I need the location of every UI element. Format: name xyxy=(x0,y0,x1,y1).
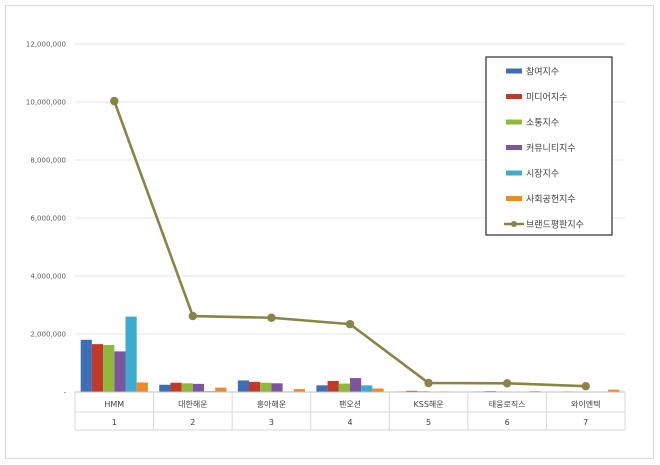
legend-swatch xyxy=(506,68,522,74)
y-tick-label: - xyxy=(63,389,66,397)
x-category-label: 와이엔텍 xyxy=(571,399,600,409)
bar xyxy=(316,385,328,392)
bar xyxy=(293,389,306,392)
bar xyxy=(103,345,115,392)
x-category-label: 태웅로직스 xyxy=(489,399,526,409)
line-series xyxy=(110,96,590,391)
legend-swatch xyxy=(506,196,522,201)
bar xyxy=(215,387,227,392)
y-axis-ticks: - 2,000,000 4,000,000 6,000,000 8,000,000 10,… xyxy=(26,41,67,397)
y-tick-label: 8,000,000 xyxy=(30,157,66,165)
bar xyxy=(271,383,283,392)
line-point xyxy=(345,319,355,329)
legend-swatch xyxy=(506,170,522,176)
bar xyxy=(91,344,104,392)
y-tick-label: 12,000,000 xyxy=(26,41,66,49)
legend-label: 미디어지수 xyxy=(526,92,567,103)
x-category-index: 6 xyxy=(505,418,510,427)
y-tick-label: 10,000,000 xyxy=(26,99,66,107)
gridlines xyxy=(75,43,625,335)
bar xyxy=(406,390,418,392)
x-category-index: 3 xyxy=(269,418,274,427)
legend-label: 브랜드평판지수 xyxy=(526,220,584,231)
bar xyxy=(80,339,92,392)
y-tick-label: 6,000,000 xyxy=(30,215,66,223)
bar xyxy=(159,384,171,392)
legend-label: 참여지수 xyxy=(526,66,559,78)
legend-swatch xyxy=(506,145,522,150)
bar xyxy=(350,378,362,392)
legend-swatch xyxy=(506,94,522,99)
x-category-index: 4 xyxy=(347,418,352,427)
bar xyxy=(361,385,373,392)
legend-swatch-marker xyxy=(511,221,517,227)
legend-label: 시장지수 xyxy=(526,169,559,180)
line-point xyxy=(502,379,512,388)
x-category-index: 7 xyxy=(583,418,588,427)
line-point xyxy=(581,382,590,391)
line-point xyxy=(424,378,433,388)
legend-label: 소통지수 xyxy=(526,118,559,129)
line-point xyxy=(267,313,276,322)
x-category-index: 2 xyxy=(190,418,195,427)
bar xyxy=(170,382,182,392)
bar xyxy=(327,380,339,392)
bar xyxy=(192,383,205,392)
x-category-index: 5 xyxy=(426,418,431,427)
x-axis: HMM 1 대한해운 2 흥아해운 3 팬오션 4 KSS해운 5 태웅로직스 6 와이엔텍 7 xyxy=(74,391,626,431)
legend-label: 커뮤니티지수 xyxy=(526,143,576,154)
bar xyxy=(181,383,193,392)
bar xyxy=(249,381,261,392)
x-category-label: 대한해운 xyxy=(178,399,207,409)
bar xyxy=(608,389,620,392)
line-point xyxy=(110,96,119,106)
legend-label: 사회공헌지수 xyxy=(526,194,576,205)
x-category-label: 흥아해운 xyxy=(257,399,286,409)
bar xyxy=(136,382,148,392)
x-category-label: 팬오션 xyxy=(339,399,361,409)
legend-swatch xyxy=(506,119,522,125)
x-category-label: HMM xyxy=(104,400,124,409)
bar xyxy=(114,351,126,392)
y-tick-label: 4,000,000 xyxy=(30,273,66,281)
bar xyxy=(372,388,384,392)
bar xyxy=(125,316,137,392)
bar xyxy=(237,380,250,392)
line-point xyxy=(188,311,198,321)
bar xyxy=(260,382,272,392)
x-category-label: KSS해운 xyxy=(414,399,444,409)
bar xyxy=(338,383,350,392)
x-category-index: 1 xyxy=(112,418,117,427)
y-tick-label: 2,000,000 xyxy=(30,331,66,339)
